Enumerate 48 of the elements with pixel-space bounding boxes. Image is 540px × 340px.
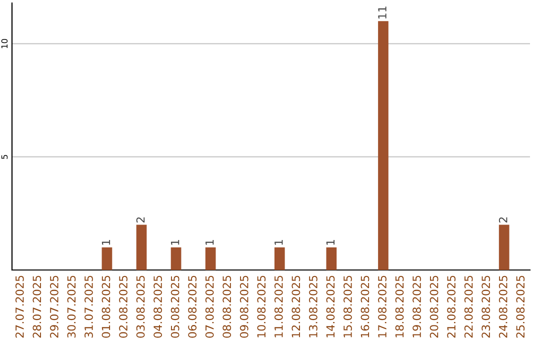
y-tick-label: 10 bbox=[1, 38, 8, 48]
data-label: 2 bbox=[136, 217, 145, 223]
data-label: 1 bbox=[274, 240, 283, 245]
x-tick-label: 15.08.2025 bbox=[344, 276, 352, 338]
x-tick-label: 30.07.2025 bbox=[67, 276, 76, 338]
x-tick-label: 28.07.2025 bbox=[32, 276, 42, 338]
x-tick-label: 23.08.2025 bbox=[482, 276, 490, 338]
data-label: 1 bbox=[326, 240, 334, 245]
x-tick-label: 17.08.2025 bbox=[378, 276, 386, 338]
bar bbox=[274, 247, 285, 270]
bar bbox=[378, 21, 388, 270]
bar bbox=[205, 247, 216, 270]
data-label: 1 bbox=[206, 240, 214, 245]
x-tick-label: 11.08.2025 bbox=[274, 276, 283, 338]
x-tick-label: 03.08.2025 bbox=[136, 276, 145, 338]
x-tick-label: 10.08.2025 bbox=[257, 276, 266, 338]
x-tick-label: 16.08.2025 bbox=[360, 276, 370, 338]
data-label: 1 bbox=[102, 240, 110, 245]
x-tick-label: 06.08.2025 bbox=[188, 276, 197, 338]
x-tick-label: 01.08.2025 bbox=[102, 276, 110, 338]
x-tick-label: 27.07.2025 bbox=[15, 276, 24, 338]
x-tick-label: 25.08.2025 bbox=[516, 276, 525, 338]
x-tick-label: 04.08.2025 bbox=[154, 276, 162, 338]
x-tick-label: 09.08.2025 bbox=[240, 276, 248, 338]
x-tick-label: 12.08.2025 bbox=[292, 276, 300, 338]
bar bbox=[136, 224, 147, 270]
x-tick-label: 05.08.2025 bbox=[170, 276, 180, 338]
x-tick-label: 31.07.2025 bbox=[84, 276, 93, 338]
bar bbox=[498, 224, 510, 270]
x-tick-label: 29.07.2025 bbox=[50, 276, 58, 338]
x-tick-label: 07.08.2025 bbox=[205, 276, 214, 338]
x-tick-label: 24.08.2025 bbox=[498, 276, 508, 338]
data-label: 1 bbox=[171, 240, 180, 245]
bar bbox=[102, 247, 112, 270]
x-tick-label: 22.08.2025 bbox=[464, 276, 473, 338]
x-tick-label: 18.08.2025 bbox=[395, 276, 404, 338]
x-tick-label: 02.08.2025 bbox=[119, 276, 128, 338]
data-label: 11 bbox=[378, 6, 386, 18]
x-tick-label: 20.08.2025 bbox=[430, 276, 438, 338]
bar bbox=[326, 247, 337, 270]
x-tick-label: 19.08.2025 bbox=[412, 276, 421, 338]
data-label: 2 bbox=[498, 217, 508, 223]
x-tick-label: 21.08.2025 bbox=[447, 276, 456, 338]
x-tick-label: 08.08.2025 bbox=[222, 276, 232, 338]
bar bbox=[170, 247, 182, 270]
x-tick-label: 14.08.2025 bbox=[326, 276, 335, 338]
x-tick-label: 13.08.2025 bbox=[308, 276, 318, 338]
y-tick-label: 5 bbox=[1, 154, 8, 159]
